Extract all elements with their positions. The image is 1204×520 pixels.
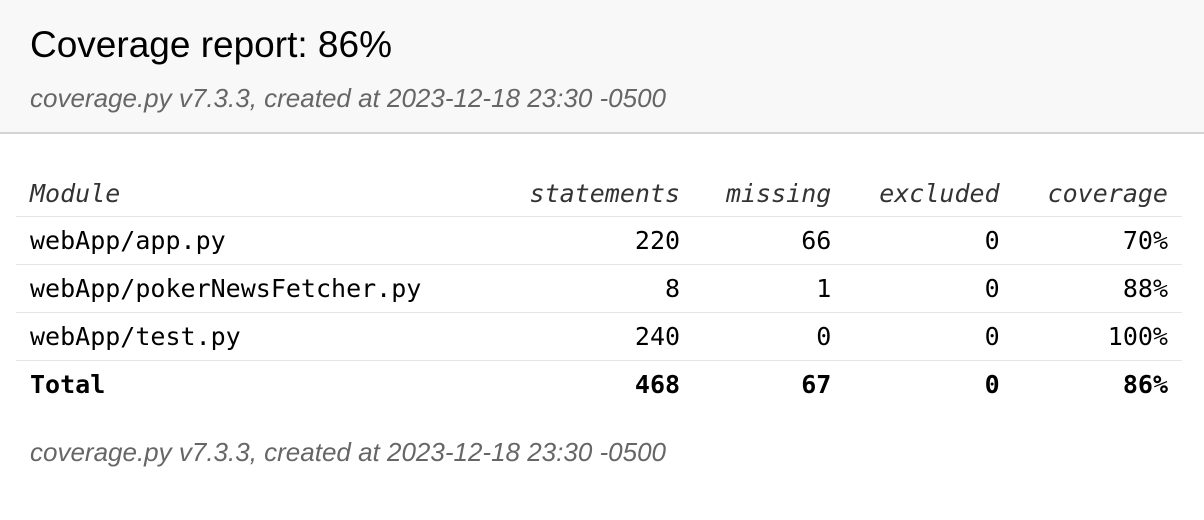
total-statements: 468 [634, 370, 681, 399]
total-label: Total [30, 370, 106, 399]
table-row: webApp/app.py 220 66 0 70% [16, 216, 1182, 265]
table-header-row: Module statements missing excluded cover… [16, 170, 1182, 217]
report-header: Coverage report: 86% coverage.py v7.3.3,… [0, 0, 1204, 134]
footer-text: coverage.py v7.3.3, created at 2023-12-1… [30, 437, 666, 467]
missing-cell: 1 [694, 264, 846, 313]
column-header-excluded[interactable]: excluded [845, 170, 1014, 217]
module-link[interactable]: webApp/test.py [16, 312, 492, 361]
excluded-cell: 0 [845, 312, 1014, 361]
report-content: Module statements missing excluded cover… [0, 134, 1204, 408]
missing-cell: 0 [694, 312, 846, 361]
excluded-cell: 0 [845, 216, 1014, 265]
statements-cell: 220 [491, 216, 695, 265]
header-subtitle: coverage.py v7.3.3, created at 2023-12-1… [30, 83, 666, 113]
coverage-cell: 70% [1013, 216, 1182, 265]
statements-cell: 8 [491, 264, 695, 313]
table-row: webApp/pokerNewsFetcher.py 8 1 0 88% [16, 264, 1182, 313]
column-header-missing[interactable]: missing [694, 170, 846, 217]
total-coverage: 86% [1122, 370, 1168, 399]
page-title: Coverage report: 86% [30, 24, 392, 65]
total-excluded: 0 [984, 370, 1000, 399]
missing-cell: 66 [694, 216, 846, 265]
table-row: webApp/test.py 240 0 0 100% [16, 312, 1182, 361]
report-footer: coverage.py v7.3.3, created at 2023-12-1… [0, 408, 1204, 468]
excluded-cell: 0 [845, 264, 1014, 313]
coverage-table: Module statements missing excluded cover… [16, 170, 1182, 408]
total-row: Total 468 67 0 86% [16, 361, 1182, 409]
module-link[interactable]: webApp/app.py [16, 216, 492, 265]
statements-cell: 240 [491, 312, 695, 361]
module-link[interactable]: webApp/pokerNewsFetcher.py [16, 264, 492, 313]
column-header-statements[interactable]: statements [491, 170, 695, 217]
column-header-module[interactable]: Module [16, 170, 492, 217]
coverage-cell: 88% [1013, 264, 1182, 313]
column-header-coverage[interactable]: coverage [1013, 170, 1182, 217]
coverage-cell: 100% [1013, 312, 1182, 361]
total-missing: 67 [801, 370, 832, 399]
